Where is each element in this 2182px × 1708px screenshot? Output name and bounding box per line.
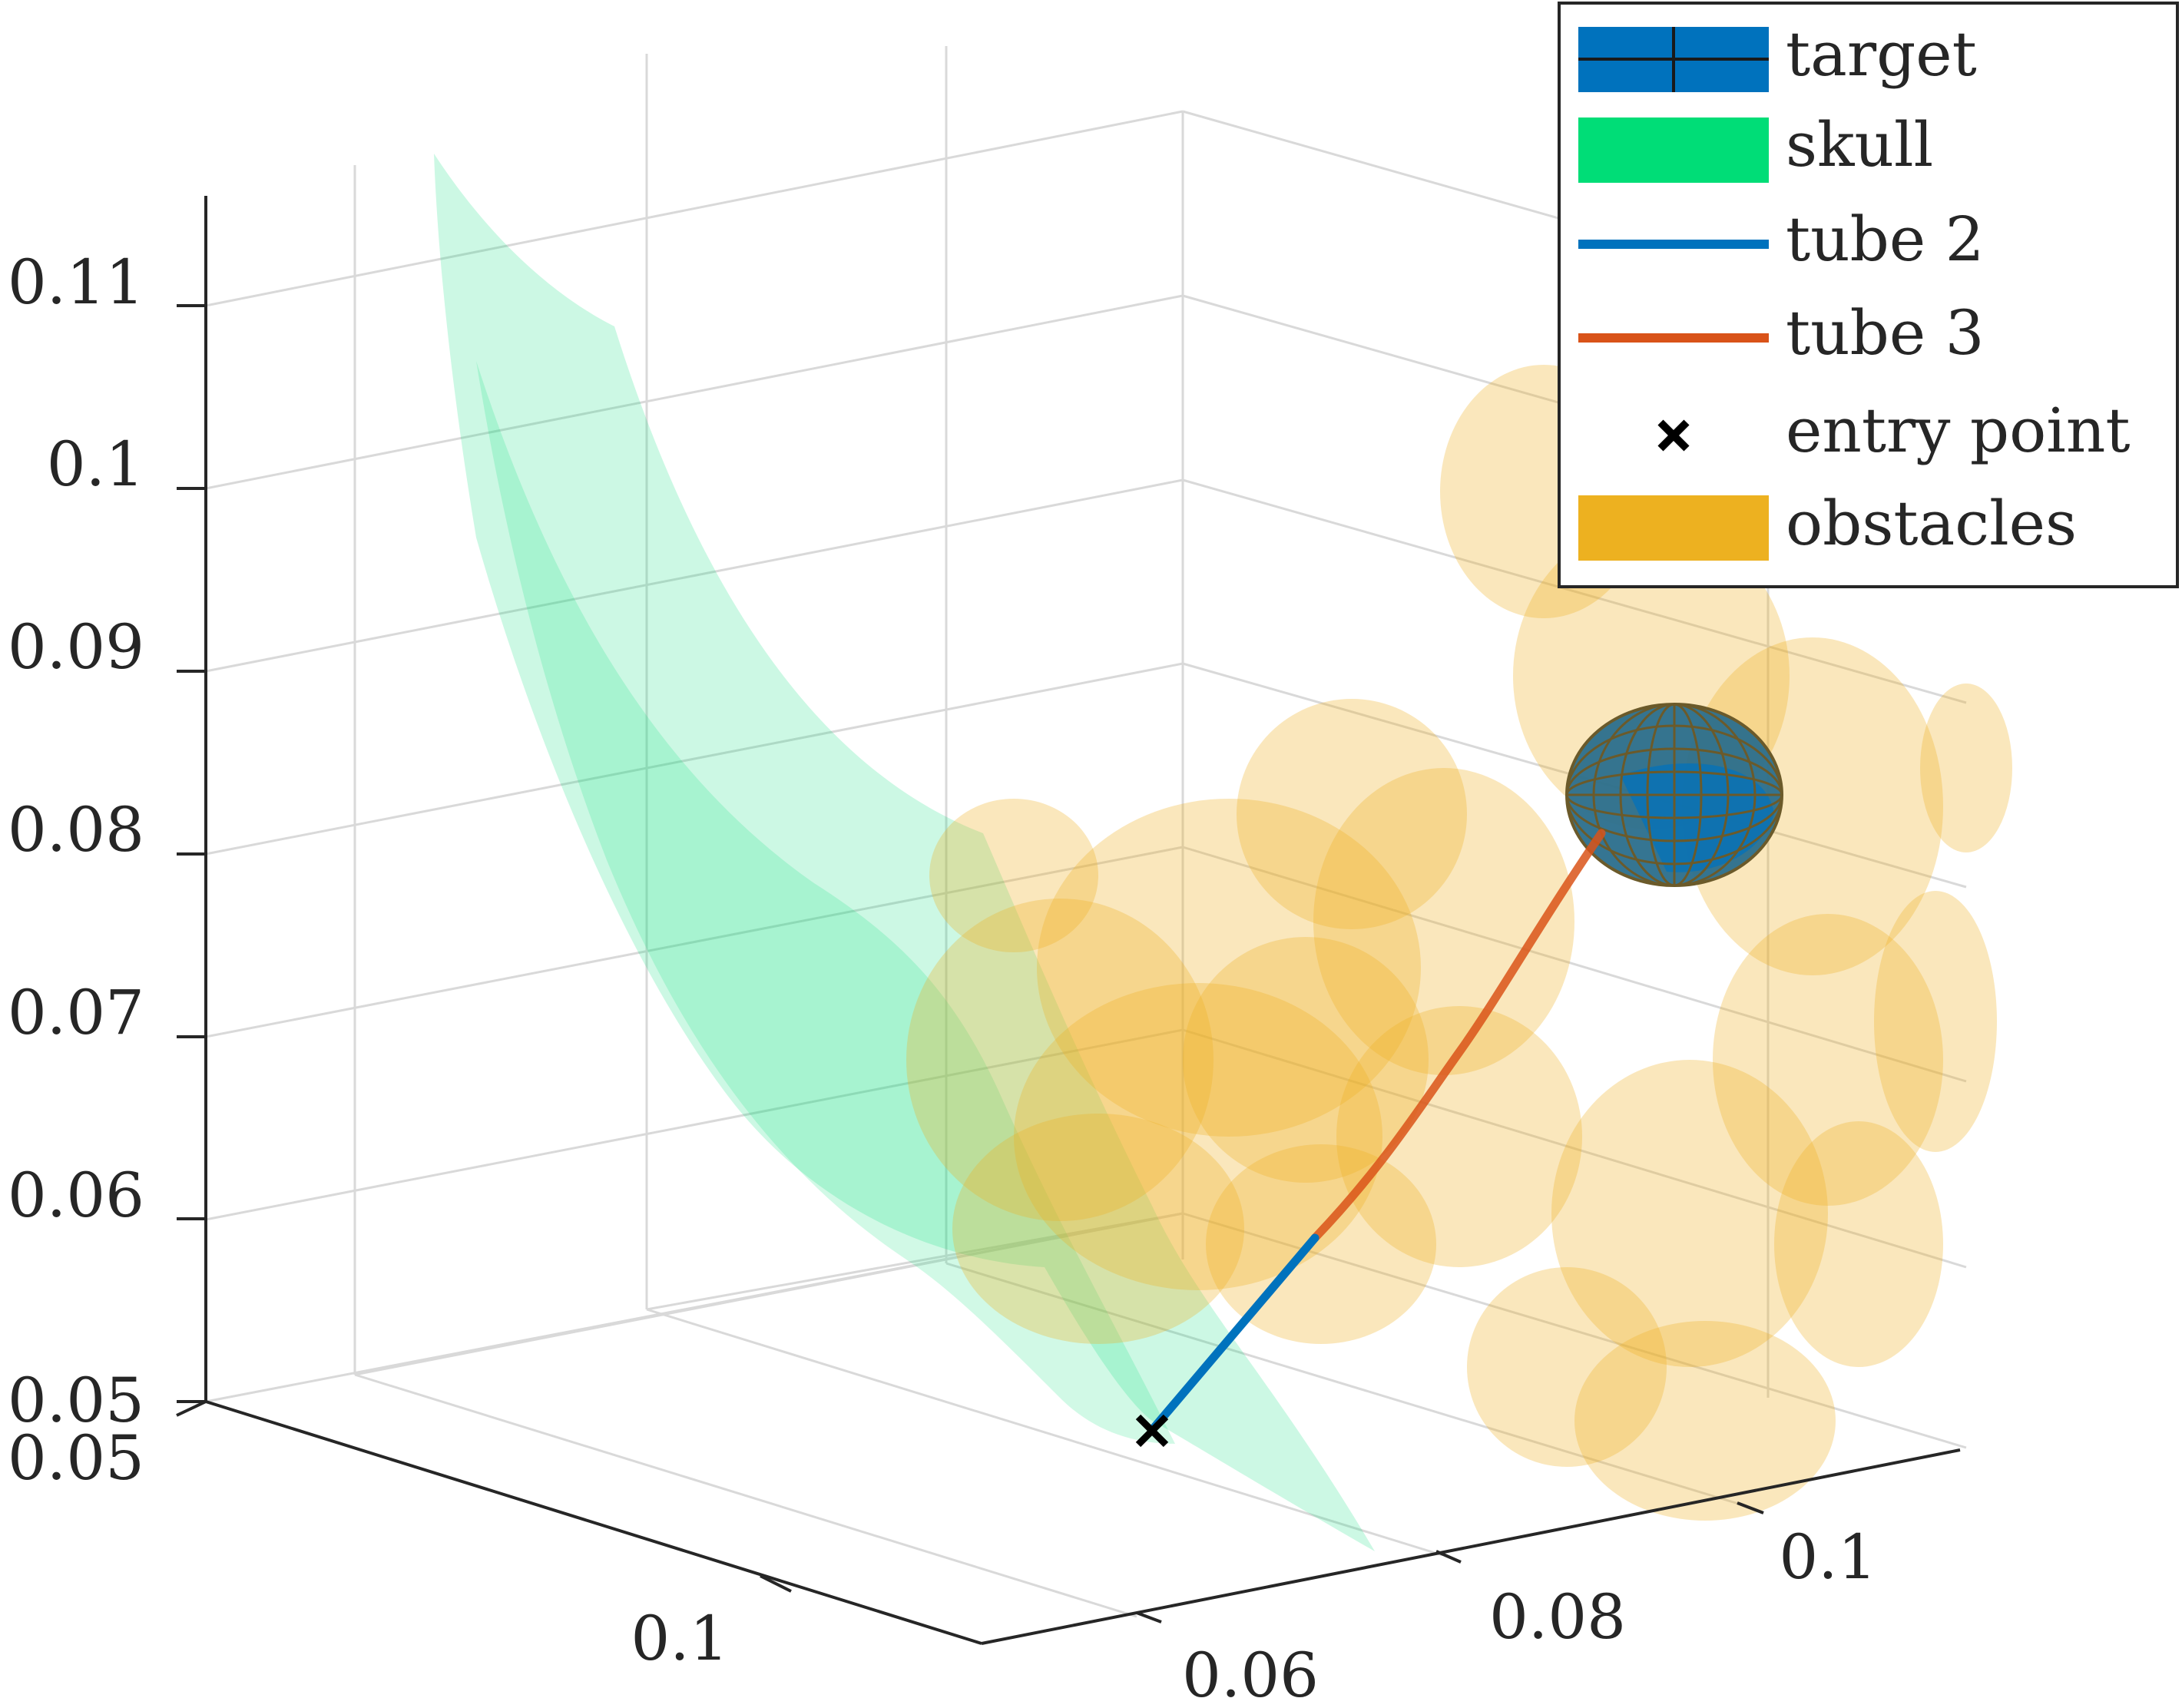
target-sphere — [1565, 703, 1783, 887]
axes — [204, 196, 1961, 1645]
z-tick-label: 0.1 — [47, 429, 144, 500]
grid-line — [1182, 846, 1967, 1083]
x-tick — [1737, 1501, 1764, 1514]
grid-line — [354, 1373, 1137, 1618]
skull-surface-back — [434, 154, 1375, 1551]
legend-swatch-obstacles — [1578, 495, 1769, 561]
legend-item-tube-3: tube 3 — [1578, 297, 1985, 369]
y-tick — [760, 1574, 792, 1593]
legend-label-tube-2: tube 2 — [1786, 204, 1985, 275]
grid-line — [1182, 478, 1967, 704]
entry-point-stroke — [1135, 1414, 1169, 1448]
x-axis-line — [981, 1448, 1961, 1645]
obstacle-blob — [1774, 1121, 1943, 1367]
z-tick-label: 0.06 — [8, 1160, 144, 1231]
grid-line — [205, 294, 1184, 490]
grid-line — [945, 1262, 1744, 1507]
obstacle-blob — [1874, 891, 1997, 1152]
grid-line — [646, 1212, 1184, 1311]
legend-label-target: target — [1786, 18, 1977, 90]
grid-line — [205, 110, 1184, 307]
z-tick-label: 0.11 — [8, 247, 144, 318]
x-tick-label: 0.1 — [1779, 1521, 1876, 1593]
y-axis-line — [205, 1400, 982, 1645]
obstacle-blob — [1313, 768, 1574, 1075]
obstacle-blob — [952, 1114, 1244, 1344]
x-tick — [1435, 1550, 1462, 1564]
legend-label-obstacles: obstacles — [1786, 488, 2077, 559]
legend-box — [1558, 2, 2179, 588]
obstacle-blob — [906, 899, 1214, 1221]
ticks — [176, 304, 1764, 1624]
obstacle-blob — [1037, 799, 1421, 1137]
y-tick — [176, 1400, 207, 1417]
legend-item-obstacles: obstacles — [1578, 488, 2077, 561]
grid-line — [205, 662, 1184, 856]
grid-line — [354, 1212, 1184, 1376]
obstacle-blob — [1183, 937, 1429, 1183]
legend-item-skull: skull — [1578, 109, 1933, 183]
y-tick-label: 0.05 — [8, 1422, 144, 1494]
legend: target skull tube 2 tube 3 entry point o… — [1558, 2, 2179, 588]
grid-line — [1182, 1212, 1967, 1449]
x-tick — [1136, 1611, 1162, 1624]
z-tick-label: 0.07 — [8, 977, 144, 1048]
legend-label-tube-3: tube 3 — [1786, 297, 1985, 369]
grid-line — [205, 846, 1184, 1038]
skull-surface-front — [476, 361, 1175, 1444]
legend-label-entry-point: entry point — [1786, 395, 2131, 466]
skull-surface — [434, 154, 1375, 1551]
obstacle-blob — [929, 799, 1098, 952]
obstacle-blob — [1551, 1060, 1828, 1367]
tube-2-line — [1147, 1233, 1319, 1435]
legend-swatch-entry-point — [1657, 419, 1690, 452]
obstacle-blob — [1713, 914, 1943, 1206]
tick-labels: 0.05 0.06 0.07 0.08 0.09 0.1 0.11 0.05 0… — [8, 247, 1877, 1708]
entry-point-marker — [1135, 1414, 1169, 1448]
x-tick-label: 0.08 — [1489, 1581, 1626, 1653]
target-mesh — [1567, 704, 1782, 885]
obstacle-blob — [1920, 684, 2012, 852]
obstacle-blob — [1336, 1006, 1582, 1267]
grid-line — [205, 478, 1184, 673]
y-tick-label: 0.1 — [631, 1603, 728, 1674]
z-tick-label: 0.05 — [8, 1365, 144, 1436]
obstacle-blob — [1574, 1321, 1836, 1521]
z-tick-label: 0.09 — [8, 611, 144, 683]
legend-item-entry-point: entry point — [1657, 395, 2131, 466]
tubes — [1147, 829, 1606, 1435]
z-tick-label: 0.08 — [8, 794, 144, 866]
legend-swatch-skull — [1578, 118, 1769, 183]
legend-item-target: target — [1578, 18, 1977, 92]
x-tick-label: 0.06 — [1182, 1640, 1319, 1708]
obstacle-blob — [1682, 637, 1943, 975]
legend-label-skull: skull — [1786, 109, 1933, 180]
obstacle-blob — [1237, 699, 1467, 929]
legend-swatch-entry-stroke — [1657, 419, 1690, 452]
target-sphere-outline — [1565, 703, 1783, 887]
obstacle-blob — [1014, 983, 1382, 1290]
grid-line — [205, 1028, 1184, 1221]
grid-line — [1182, 1028, 1967, 1269]
obstacle-blob — [1467, 1267, 1667, 1467]
legend-item-tube-2: tube 2 — [1578, 204, 1985, 275]
tube-3-line — [1310, 829, 1606, 1243]
grid-line — [646, 1308, 1443, 1557]
